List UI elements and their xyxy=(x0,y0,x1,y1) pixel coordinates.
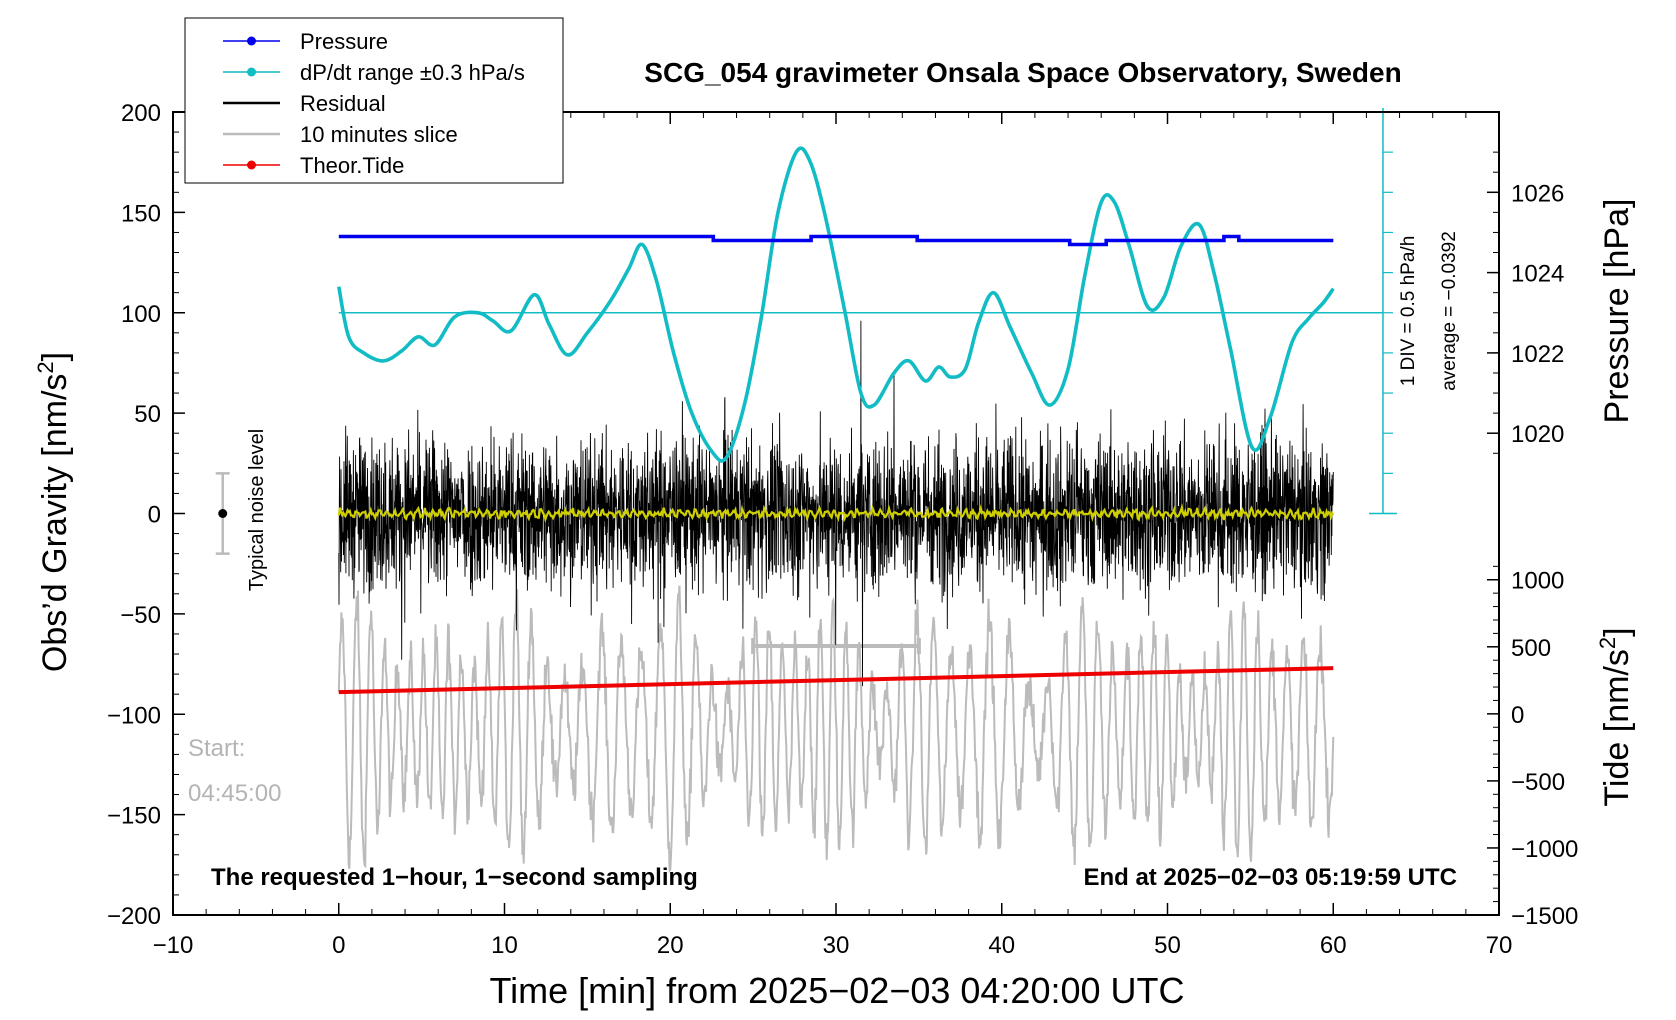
tide-axis-label-main: Tide [nm/s xyxy=(1598,649,1636,806)
dpdt-scale-layer xyxy=(338,107,1397,515)
pressure-tick-label: 1026 xyxy=(1511,180,1564,207)
y-tick-label: 50 xyxy=(134,401,161,428)
y-tick-label: −150 xyxy=(107,803,161,830)
residual-layer xyxy=(338,320,1334,687)
sampling-note: The requested 1−hour, 1−second sampling xyxy=(211,864,698,891)
x-axis-label: Time [min] from 2025−02−03 04:20:00 UTC xyxy=(489,970,1184,1011)
x-tick-label: 20 xyxy=(657,932,684,959)
y-tick-label: −50 xyxy=(120,602,161,629)
tide-tick-label: 1000 xyxy=(1511,568,1564,595)
residual-smoothed-line xyxy=(337,503,1335,523)
y-tick-label: 150 xyxy=(121,200,161,227)
tide-axis-label: Tide [nm/s2] xyxy=(1595,627,1636,806)
tide-tick-label: −1000 xyxy=(1511,836,1578,863)
y-tick-label: 0 xyxy=(148,502,161,529)
dpdt-line xyxy=(337,146,1335,463)
x-tick-label: 70 xyxy=(1486,932,1513,959)
y-tick-label: 100 xyxy=(121,301,161,328)
legend-label: Residual xyxy=(300,91,386,116)
x-tick-label: 40 xyxy=(988,932,1015,959)
start-label: Start: xyxy=(188,735,245,762)
axes-layer: −10 0 10 20 30 40 50 60 70200150100500−50−100−15… xyxy=(107,100,1578,959)
noise-level-indicator xyxy=(215,472,230,555)
noise-center-dot xyxy=(218,509,228,518)
slice-line xyxy=(337,585,1335,874)
left-axis-label-end: ] xyxy=(36,352,74,361)
y-tick-label: −200 xyxy=(107,903,161,930)
legend-label: Pressure xyxy=(300,29,388,54)
legend-box xyxy=(184,17,564,184)
x-tick-label: 30 xyxy=(823,932,850,959)
dpdt-layer xyxy=(337,146,1335,463)
chart-title: SCG_054 gravimeter Onsala Space Observat… xyxy=(644,57,1401,88)
tide-tick-label: −500 xyxy=(1511,769,1565,796)
x-tick-label: −10 xyxy=(153,932,194,959)
legend-marker xyxy=(247,67,256,77)
x-tick-label: 60 xyxy=(1320,932,1347,959)
end-time-note: End at 2025−02−03 05:19:59 UTC xyxy=(1083,864,1457,891)
legend-marker xyxy=(247,160,256,170)
y-tick-label: −100 xyxy=(107,702,161,729)
residual-line xyxy=(338,320,1334,687)
theoretical-tide-layer xyxy=(338,666,1334,695)
residual-smoothed-layer xyxy=(337,503,1335,523)
x-tick-label: 0 xyxy=(332,932,345,959)
tide-tick-label: 500 xyxy=(1511,635,1551,662)
pressure-tick-label: 1022 xyxy=(1511,341,1564,368)
start-time: 04:45:00 xyxy=(188,780,281,807)
x-tick-label: 10 xyxy=(491,932,518,959)
legend-label: 10 minutes slice xyxy=(300,122,458,147)
legend-label: Theor.Tide xyxy=(300,153,404,178)
x-tick-label: 50 xyxy=(1154,932,1181,959)
left-axis-label-sup: 2 xyxy=(33,361,58,373)
tide-axis-label-sup: 2 xyxy=(1595,637,1620,649)
tide-axis-label-end: ] xyxy=(1598,627,1636,636)
left-axis-label: Obs’d Gravity [nm/s2] xyxy=(33,352,74,672)
scale-label-div: 1 DIV = 0.5 hPa/h xyxy=(1398,236,1419,387)
theoretical-tide-line xyxy=(338,666,1334,695)
y-tick-label: 200 xyxy=(121,100,161,127)
pressure-tick-label: 1020 xyxy=(1511,421,1564,448)
ten-minute-slice-layer xyxy=(337,585,1335,874)
pressure-tick-label: 1024 xyxy=(1511,261,1564,288)
pressure-layer xyxy=(338,234,1334,247)
legend: Pressure dP/dt range ±0.3 hPa/s Residual 10… xyxy=(184,17,564,184)
pressure-axis-label: Pressure [hPa] xyxy=(1598,199,1636,424)
noise-level-label: Typical noise level xyxy=(246,429,268,591)
legend-label: dP/dt range ±0.3 hPa/s xyxy=(300,60,525,85)
pressure-line xyxy=(338,234,1334,247)
tide-tick-label: 0 xyxy=(1511,702,1524,729)
tide-tick-label: −1500 xyxy=(1511,903,1578,930)
scale-label-average: average = −0.0392 xyxy=(1439,231,1460,391)
legend-marker xyxy=(247,36,256,46)
left-axis-label-main: Obs’d Gravity [nm/s xyxy=(36,374,74,673)
